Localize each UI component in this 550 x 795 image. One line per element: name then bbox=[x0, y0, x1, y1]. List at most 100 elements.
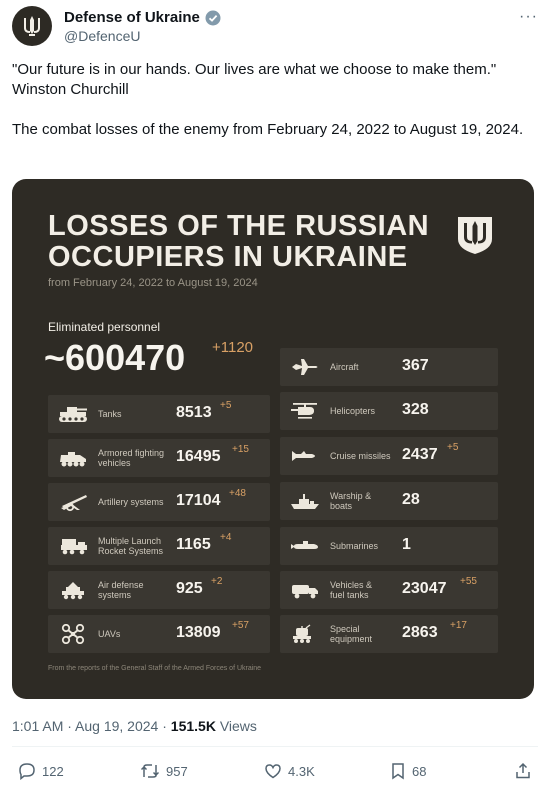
stat-label: Submarines bbox=[330, 541, 379, 551]
rocket-launcher-icon bbox=[61, 539, 87, 555]
stat-label: Helicopters bbox=[330, 406, 376, 416]
stat-value: 1 bbox=[402, 536, 411, 553]
card-title-line-2: OCCUPIERS IN UKRAINE bbox=[48, 241, 408, 273]
divider bbox=[12, 746, 538, 747]
aircraft-icon bbox=[292, 359, 318, 375]
repost-icon bbox=[140, 764, 160, 778]
bookmark-button[interactable]: 68 bbox=[390, 762, 426, 780]
reply-icon bbox=[19, 763, 35, 780]
more-options-button[interactable]: ··· bbox=[519, 8, 538, 25]
personnel-delta: +1120 bbox=[212, 339, 254, 356]
card-title-line-1: LOSSES OF THE RUSSIAN bbox=[48, 210, 430, 242]
personnel-value: ~600470 bbox=[44, 337, 186, 378]
stat-value: 23047 bbox=[402, 580, 447, 597]
bookmark-count: 68 bbox=[412, 763, 427, 779]
stat-row-submarines: Submarines 1 bbox=[280, 527, 498, 565]
artillery-icon bbox=[61, 495, 87, 512]
views-count: 151.5K bbox=[170, 718, 216, 734]
stat-delta: +5 bbox=[447, 442, 459, 453]
card-title: LOSSES OF THE RUSSIAN OCCUPIERS IN UKRAI… bbox=[48, 211, 429, 273]
stat-delta: +17 bbox=[450, 620, 467, 631]
stat-value: 1165 bbox=[176, 536, 211, 553]
stat-delta: +2 bbox=[211, 576, 223, 587]
stat-delta: +4 bbox=[220, 532, 232, 543]
infographic-card[interactable]: LOSSES OF THE RUSSIAN OCCUPIERS IN UKRAI… bbox=[12, 179, 534, 699]
stat-delta: +15 bbox=[232, 444, 249, 455]
stat-row-uavs: UAVs 13809 +57 bbox=[48, 615, 270, 653]
stat-row-vehicles: Vehicles & fuel tanks 23047 +55 bbox=[280, 571, 498, 609]
tweet-text: "Our future is in our hands. Our lives a… bbox=[12, 61, 524, 138]
air-defense-icon bbox=[62, 582, 84, 600]
views-label: Views bbox=[215, 718, 257, 734]
stat-delta: +48 bbox=[229, 488, 246, 499]
stat-row-helicopters: Helicopters 328 bbox=[280, 392, 498, 430]
stat-value: 328 bbox=[402, 401, 429, 418]
stat-label: Artillery systems bbox=[98, 497, 164, 507]
stat-row-mlrs: Multiple Launch Rocket Systems 1165 +4 bbox=[48, 527, 270, 565]
stat-row-tanks: Tanks 8513 +5 bbox=[48, 395, 270, 433]
stat-value: 2437 bbox=[402, 446, 438, 463]
stat-value: 13809 bbox=[176, 624, 221, 641]
account-name-text[interactable]: Defense of Ukraine bbox=[64, 9, 200, 26]
repost-count: 957 bbox=[166, 763, 188, 779]
stat-row-aircraft: Aircraft 367 bbox=[280, 348, 498, 386]
stat-label: Aircraft bbox=[330, 362, 359, 372]
stat-value: 8513 bbox=[176, 404, 212, 421]
stat-value: 17104 bbox=[176, 492, 221, 509]
stat-row-air-defense: Air defense systems 925 +2 bbox=[48, 571, 270, 609]
avatar[interactable] bbox=[12, 6, 52, 46]
stat-value: 28 bbox=[402, 491, 420, 508]
account-handle[interactable]: @DefenceU bbox=[64, 28, 141, 44]
tweet-header: Defense of Ukraine @DefenceU ··· bbox=[12, 6, 538, 46]
stat-row-special-equipment: Special equipment 2863 +17 bbox=[280, 615, 498, 653]
stat-label: Vehicles & fuel tanks bbox=[330, 580, 373, 600]
emblem-logo bbox=[456, 215, 494, 255]
stat-row-artillery: Artillery systems 17104 +48 bbox=[48, 483, 270, 521]
personnel-label: Eliminated personnel bbox=[48, 320, 161, 334]
stat-row-warships: Warship & boats 28 bbox=[280, 482, 498, 520]
warship-icon bbox=[291, 494, 319, 509]
stat-value: 2863 bbox=[402, 624, 438, 641]
helicopter-icon bbox=[291, 403, 317, 419]
shield-trident-icon bbox=[458, 217, 492, 254]
tank-icon bbox=[59, 407, 87, 422]
stat-label: Armored fighting vehicles bbox=[98, 448, 165, 468]
account-name[interactable]: Defense of Ukraine bbox=[64, 9, 221, 26]
source-footnote: From the reports of the General Staff of… bbox=[48, 665, 262, 672]
like-count: 4.3K bbox=[288, 763, 315, 779]
card-subtitle: from February 24, 2022 to August 19, 202… bbox=[48, 277, 258, 289]
tweet-meta: 1:01 AM · Aug 19, 2024 · 151.5K Views bbox=[12, 718, 257, 734]
stat-label: Tanks bbox=[98, 409, 122, 419]
bookmark-icon bbox=[392, 763, 404, 780]
stat-value: 16495 bbox=[176, 448, 221, 465]
missile-icon bbox=[292, 451, 315, 461]
stat-label: Cruise missiles bbox=[330, 451, 391, 461]
stat-row-cruise-missiles: Cruise missiles 2437 +5 bbox=[280, 437, 498, 475]
stat-label: Warship & boats bbox=[330, 491, 372, 511]
stat-value: 925 bbox=[176, 580, 203, 597]
reply-count: 122 bbox=[42, 763, 64, 779]
action-bar: 122 957 4.3K 68 bbox=[12, 762, 538, 784]
stat-label: Air defense systems bbox=[98, 580, 144, 600]
drone-icon bbox=[61, 624, 85, 644]
stat-label: Special equipment bbox=[330, 624, 373, 644]
share-button[interactable] bbox=[514, 762, 532, 780]
special-equipment-icon bbox=[293, 624, 311, 643]
stat-delta: +57 bbox=[232, 620, 249, 631]
stat-value: 367 bbox=[402, 357, 429, 374]
verified-badge-icon bbox=[205, 10, 221, 25]
reply-button[interactable]: 122 bbox=[18, 762, 64, 780]
stat-label: Multiple Launch Rocket Systems bbox=[98, 536, 164, 556]
armored-vehicle-icon bbox=[60, 452, 86, 467]
submarine-icon bbox=[291, 541, 318, 549]
truck-icon bbox=[292, 585, 318, 599]
tweet-timestamp[interactable]: 1:01 AM · Aug 19, 2024 · bbox=[12, 718, 171, 734]
like-button[interactable]: 4.3K bbox=[264, 762, 315, 780]
trident-icon bbox=[24, 16, 40, 36]
stat-row-armored-vehicles: Armored fighting vehicles 16495 +15 bbox=[48, 439, 270, 477]
stat-delta: +5 bbox=[220, 400, 232, 411]
repost-button[interactable]: 957 bbox=[140, 762, 188, 780]
stat-label: UAVs bbox=[98, 629, 121, 639]
heart-icon bbox=[265, 764, 281, 779]
share-icon bbox=[516, 762, 530, 779]
